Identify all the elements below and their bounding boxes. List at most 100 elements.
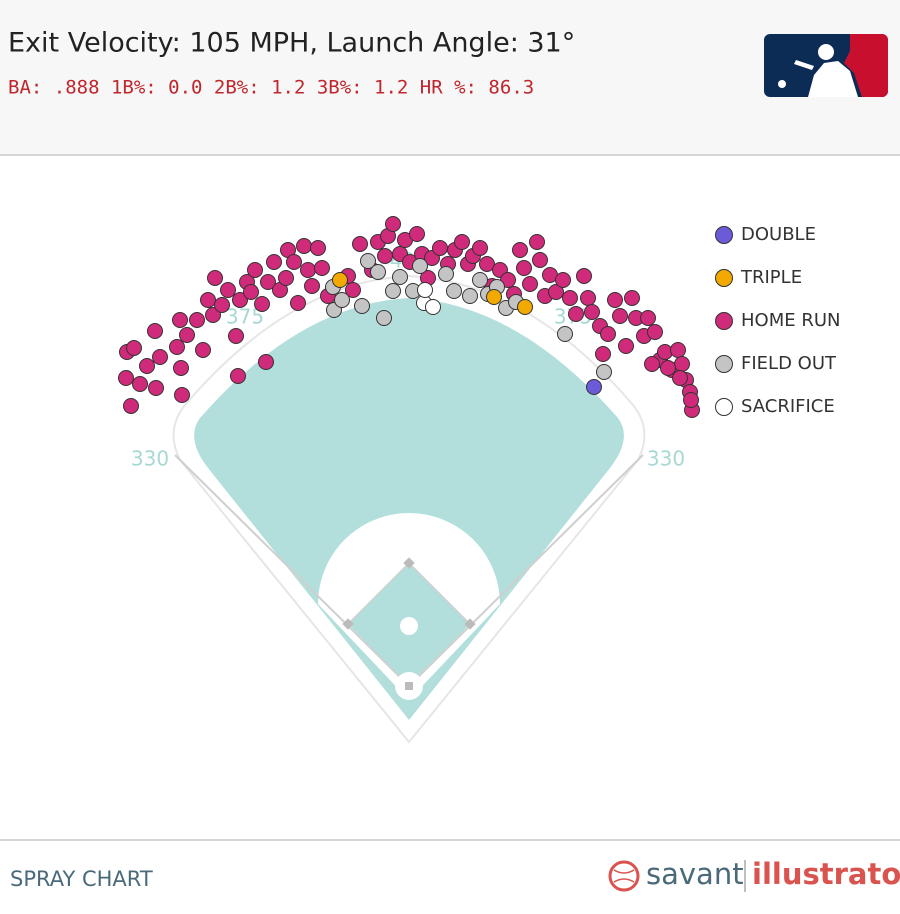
hit-dot: [595, 346, 611, 362]
hit-dot: [479, 256, 495, 272]
hit-dot: [446, 283, 462, 299]
hit-dot: [472, 272, 488, 288]
hit-dot: [360, 253, 376, 269]
chart-title: Exit Velocity: 105 MPH, Launch Angle: 31…: [8, 28, 575, 59]
hit-dot: [612, 308, 628, 324]
hit-dot: [596, 364, 612, 380]
hit-dot: [296, 238, 312, 254]
hit-dot: [392, 269, 408, 285]
legend-label: DOUBLE: [741, 224, 816, 245]
hit-dot: [647, 324, 663, 340]
hit-dot: [132, 376, 148, 392]
hit-dot: [147, 323, 163, 339]
header-band: [0, 0, 900, 155]
legend-label: FIELD OUT: [741, 353, 837, 374]
legend-swatch: [715, 269, 733, 287]
hit-dot: [529, 234, 545, 250]
hit-dot: [205, 307, 221, 323]
hit-dot: [189, 312, 205, 328]
legend-label: TRIPLE: [740, 267, 802, 288]
legend-label: HOME RUN: [741, 310, 840, 331]
brand-savant: savant: [646, 857, 744, 891]
hit-dot: [172, 312, 188, 328]
legend-label: SACRIFICE: [741, 396, 835, 417]
hit-dot: [657, 344, 673, 360]
hit-dot: [576, 268, 592, 284]
footer-label: SPRAY CHART: [10, 867, 153, 891]
hit-dot: [532, 252, 548, 268]
hit-dot: [432, 240, 448, 256]
hit-dot: [314, 260, 330, 276]
hit-dot: [512, 242, 528, 258]
hit-dot: [332, 272, 348, 288]
hit-dot: [179, 327, 195, 343]
legend-swatch: [715, 355, 733, 373]
hit-dot: [425, 299, 441, 315]
hit-dot: [126, 340, 142, 356]
wall-distance-label: 330: [647, 447, 685, 471]
hit-dot: [660, 360, 676, 376]
hit-dot: [139, 358, 155, 374]
hit-dot: [548, 284, 564, 300]
hit-dot: [243, 284, 259, 300]
hit-dot: [670, 342, 686, 358]
hit-dot: [555, 272, 571, 288]
hit-dot: [607, 292, 623, 308]
hit-dot: [310, 240, 326, 256]
hit-dot: [674, 356, 690, 372]
hit-dot: [254, 296, 270, 312]
brand-illustrator: illustrator: [752, 857, 900, 891]
hit-dot: [370, 264, 386, 280]
field: [172, 274, 646, 744]
hit-dot: [195, 342, 211, 358]
hit-dot: [300, 262, 316, 278]
hit-dot: [334, 292, 350, 308]
hit-dot: [618, 338, 634, 354]
hit-dot: [672, 370, 688, 386]
hit-dot: [412, 258, 428, 274]
hit-dot: [214, 297, 230, 313]
hit-dot: [438, 266, 454, 282]
wall-distance-label: 330: [131, 447, 169, 471]
legend-swatch: [715, 398, 733, 416]
hit-dot: [376, 310, 392, 326]
hit-dot: [304, 278, 320, 294]
hit-dot: [230, 368, 246, 384]
hit-dot: [568, 306, 584, 322]
chart-subtitle: BA: .888 1B%: 0.0 2B%: 1.2 3B%: 1.2 HR %…: [8, 77, 534, 99]
hit-dot: [462, 288, 478, 304]
hit-dot: [624, 290, 640, 306]
hit-dot: [169, 339, 185, 355]
hit-dot: [290, 295, 306, 311]
hit-dot: [278, 270, 294, 286]
hit-dot: [200, 292, 216, 308]
mlb-logo: [764, 34, 888, 97]
hit-dot: [352, 236, 368, 252]
legend-swatch: [715, 226, 733, 244]
hit-dot: [345, 282, 361, 298]
hit-dot: [247, 262, 263, 278]
hit-dot: [409, 226, 425, 242]
hit-dot: [152, 349, 168, 365]
hit-dot: [584, 304, 600, 320]
hit-dot: [517, 299, 533, 315]
hit-dot: [486, 289, 502, 305]
hit-dot: [354, 298, 370, 314]
hit-dot: [258, 354, 274, 370]
hit-dot: [640, 310, 656, 326]
hit-dot: [123, 398, 139, 414]
hit-dot: [522, 276, 538, 292]
hit-dot: [173, 360, 189, 376]
hit-dot: [586, 379, 602, 395]
hit-dot: [377, 248, 393, 264]
hit-dot: [600, 326, 616, 342]
hit-dot: [286, 254, 302, 270]
hit-dot: [454, 234, 470, 250]
legend-swatch: [715, 312, 733, 330]
hit-dot: [562, 290, 578, 306]
hit-dot: [580, 290, 596, 306]
hit-dot: [385, 283, 401, 299]
hit-dot: [207, 270, 223, 286]
hit-dot: [260, 274, 276, 290]
hit-dot: [220, 282, 236, 298]
